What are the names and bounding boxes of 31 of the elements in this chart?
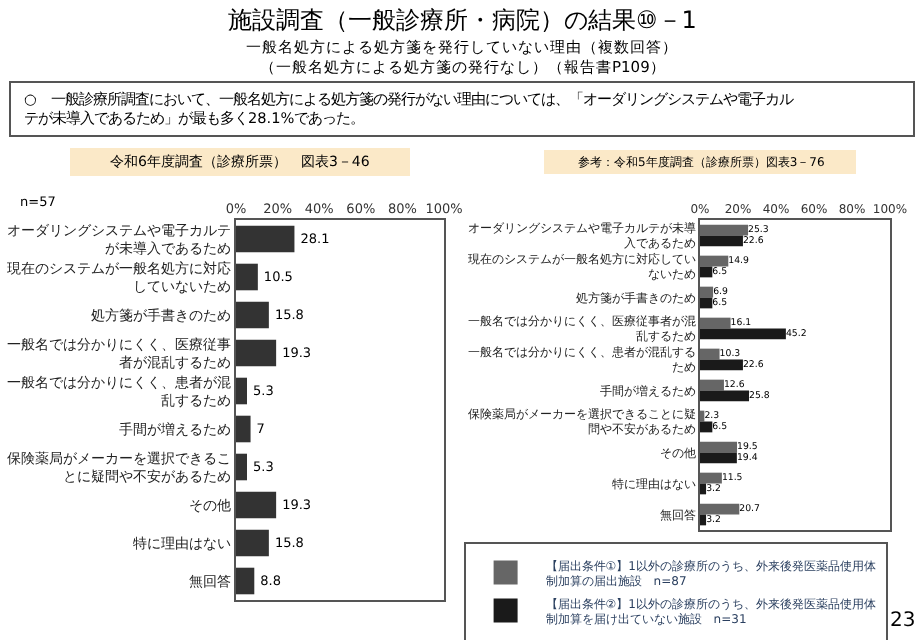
text: 23 (890, 610, 916, 632)
chart-title: 施設調査（一般診療所・病院）の結果⑩－1 (228, 6, 697, 34)
bar (236, 567, 255, 595)
bar (700, 224, 749, 236)
bar (700, 421, 713, 433)
bar (700, 441, 738, 453)
bar (700, 514, 707, 526)
bar (236, 301, 269, 329)
bar (700, 328, 786, 340)
bar (236, 453, 248, 481)
bar (236, 491, 277, 519)
bar (700, 390, 750, 402)
bar (700, 359, 743, 371)
bar (700, 379, 724, 391)
bar (700, 286, 714, 298)
bar (236, 225, 295, 253)
bar (236, 415, 251, 443)
bar (700, 317, 731, 329)
bar (236, 529, 269, 557)
bar (700, 348, 720, 360)
bar (700, 297, 713, 309)
bar (700, 503, 740, 515)
bar (700, 483, 707, 495)
bar (236, 377, 248, 405)
bar (236, 263, 258, 291)
bar (700, 472, 722, 484)
bar (700, 266, 713, 278)
bar (236, 339, 277, 367)
bar (700, 255, 729, 267)
bar (700, 452, 737, 464)
bar (700, 235, 743, 247)
